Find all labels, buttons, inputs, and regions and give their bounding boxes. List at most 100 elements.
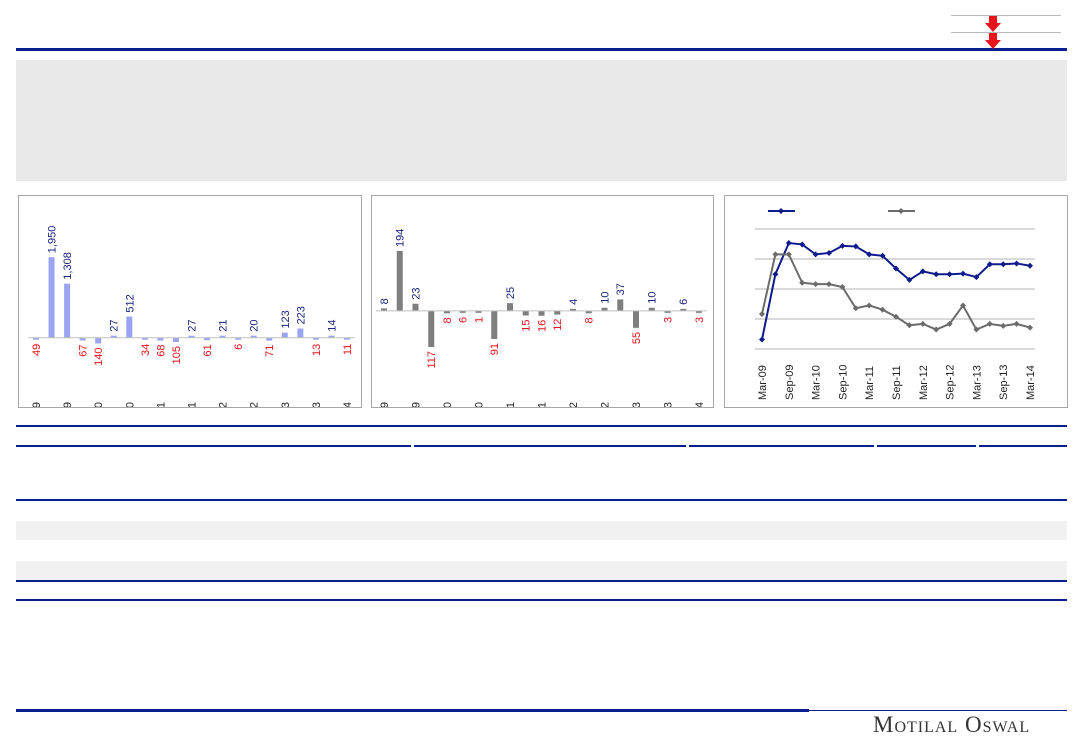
data-label: 27 — [187, 319, 199, 331]
data-label: 512 — [124, 294, 136, 312]
table-rule — [16, 499, 1067, 501]
bar — [696, 310, 702, 313]
data-point — [852, 305, 859, 312]
data-label: 223 — [295, 306, 307, 324]
data-label: 67 — [78, 344, 90, 356]
x-tick-label: Mar-10 — [442, 402, 454, 407]
bar — [633, 310, 639, 328]
data-label: 6 — [678, 299, 690, 305]
bar — [141, 337, 148, 340]
data-point — [839, 242, 846, 249]
x-tick-label: Mar-11 — [505, 402, 517, 407]
bar — [648, 307, 655, 311]
data-label: 4 — [568, 299, 580, 305]
x-tick-label: Sep-13 — [663, 402, 675, 407]
bar — [570, 308, 576, 311]
data-point — [1027, 324, 1033, 331]
bar — [172, 337, 179, 343]
x-tick-label: Mar-14 — [694, 402, 706, 407]
chart-panel-1: 49 1,950 1,308 67 140 27 512 34 68 105 27 61 21 6 20 71… — [18, 195, 362, 408]
x-tick-label: Sep-09 — [784, 365, 796, 400]
data-point — [986, 320, 993, 327]
data-label: 14 — [326, 319, 338, 331]
footer-rule — [16, 709, 809, 712]
bar — [328, 335, 335, 338]
data-point — [826, 249, 832, 256]
bar — [475, 310, 482, 313]
data-label: 21 — [218, 319, 230, 331]
table-header-rule — [689, 445, 874, 447]
data-point — [879, 252, 886, 259]
data-point — [785, 251, 792, 258]
x-tick-label: Sep-09 — [62, 402, 74, 407]
data-label: 16 — [537, 320, 549, 332]
data-label: 6 — [233, 344, 245, 350]
x-tick-label: Sep-10 — [837, 365, 849, 400]
bar — [219, 335, 226, 338]
x-tick-label: Sep-11 — [891, 365, 903, 400]
data-point — [839, 284, 846, 290]
x-tick-label: Mar-14 — [342, 402, 354, 407]
data-point — [893, 265, 899, 272]
x-tick-label: Mar-12 — [918, 365, 930, 400]
data-label: 25 — [505, 287, 517, 299]
data-label: 27 — [109, 319, 121, 331]
data-point — [919, 320, 926, 327]
data-point — [933, 271, 940, 278]
data-label: 123 — [280, 310, 292, 328]
rating-row-rule — [951, 15, 1061, 16]
bar — [538, 310, 545, 316]
x-tick-label: Mar-11 — [155, 402, 167, 407]
x-tick-label: Sep-10 — [124, 402, 136, 407]
bar — [396, 250, 403, 311]
data-point — [973, 274, 980, 281]
bar — [617, 299, 624, 311]
bar — [235, 337, 242, 340]
table-header-rule — [16, 445, 411, 447]
data-label: 1 — [474, 317, 486, 323]
legend-marker-series-2 — [898, 208, 904, 214]
summary-box — [16, 60, 1067, 181]
table-top-rule — [16, 425, 1067, 427]
x-tick-label: Sep-12 — [249, 402, 261, 407]
bar — [680, 308, 687, 311]
bar — [601, 307, 608, 311]
down-arrow-icon — [985, 33, 1001, 49]
x-tick-label: Mar-09 — [31, 402, 43, 407]
table-header-rule — [414, 445, 686, 447]
data-label: 117 — [426, 351, 438, 369]
header-rule — [16, 48, 1067, 51]
bar — [204, 337, 211, 341]
data-label: 3 — [694, 317, 706, 323]
bar — [585, 310, 592, 314]
data-label: 3 — [663, 317, 675, 323]
data-point — [893, 313, 899, 320]
line-chart: Mar-09 Sep-09 Mar-10 Sep-10 Mar-11 Sep-11 Mar-… — [755, 208, 1037, 400]
data-label: 15 — [521, 319, 533, 331]
table-row — [16, 561, 1067, 580]
data-label: 10 — [600, 292, 612, 304]
data-point — [1000, 322, 1007, 329]
data-point — [852, 243, 859, 250]
data-point — [799, 279, 806, 286]
table-bottom-rule — [16, 599, 1067, 601]
bar — [297, 328, 304, 338]
data-label: 23 — [411, 288, 423, 300]
data-label: 13 — [311, 344, 323, 356]
data-point — [759, 336, 765, 343]
data-label: 8 — [379, 298, 391, 304]
data-point — [1013, 320, 1020, 327]
data-point — [826, 281, 832, 288]
x-tick-label: Mar-13 — [280, 402, 292, 407]
data-point — [812, 281, 819, 288]
x-tick-label: Sep-12 — [600, 402, 612, 407]
data-point — [785, 240, 792, 247]
x-tick-label: Mar-12 — [218, 402, 230, 407]
chart-panel-3: Mar-09 Sep-09 Mar-10 Sep-10 Mar-11 Sep-11 Mar-… — [724, 195, 1068, 408]
data-point — [946, 320, 953, 327]
data-point — [866, 302, 873, 309]
data-point — [986, 261, 993, 268]
x-tick-label: Mar-09 — [757, 365, 769, 400]
data-label: 34 — [140, 344, 152, 356]
data-point — [772, 271, 779, 278]
